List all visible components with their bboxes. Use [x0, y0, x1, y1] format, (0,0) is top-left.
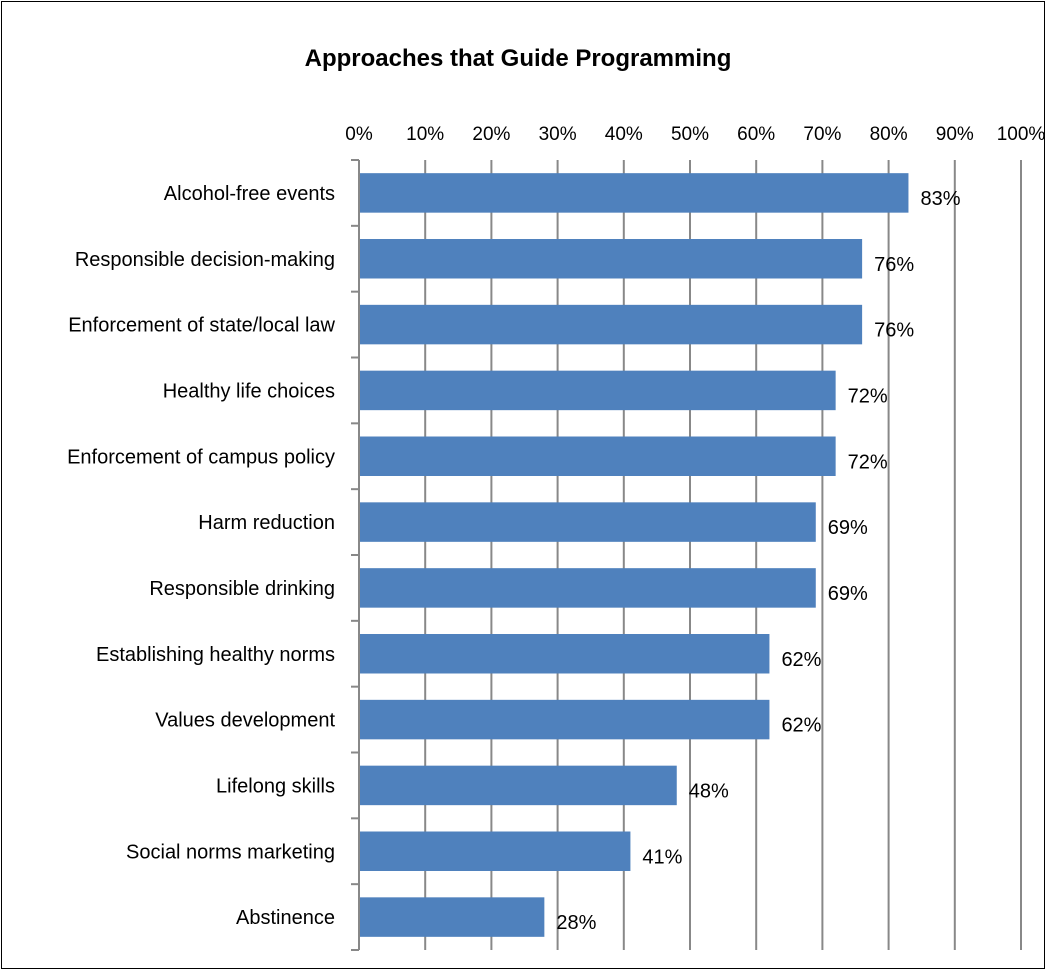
data-label: 48%: [689, 780, 729, 802]
data-label: 41%: [642, 846, 682, 868]
category-label: Social norms marketing: [126, 841, 335, 863]
data-label: 83%: [920, 188, 960, 210]
category-label: Lifelong skills: [216, 775, 335, 797]
bar: [359, 568, 816, 608]
x-tick-label: 80%: [870, 124, 908, 145]
x-tick-label: 30%: [539, 124, 577, 145]
bar: [359, 304, 863, 345]
bar: [359, 765, 677, 806]
data-label: 69%: [828, 583, 868, 605]
data-label: 28%: [556, 912, 596, 934]
bar: [359, 699, 770, 740]
data-label: 62%: [781, 715, 821, 737]
bars: [359, 173, 909, 937]
category-label: Responsible drinking: [149, 578, 335, 600]
x-tick-label: 100%: [997, 124, 1046, 145]
data-label: 69%: [828, 517, 868, 539]
data-label: 76%: [874, 254, 914, 276]
bar: [359, 370, 836, 411]
category-label: Harm reduction: [198, 512, 335, 534]
bar: [359, 239, 863, 279]
x-tick-label: 90%: [936, 124, 974, 145]
x-tick-label: 10%: [406, 124, 444, 145]
data-labels: 83% 76% 76% 72% 72% 69% 69% 62% 62% 48% 41% 28%: [556, 188, 960, 934]
category-label: Responsible decision-making: [75, 249, 335, 271]
bar: [359, 634, 770, 674]
data-label: 76%: [874, 320, 914, 342]
category-label: Establishing healthy norms: [96, 644, 335, 666]
category-label: Enforcement of state/local law: [68, 315, 335, 337]
x-tick-label: 20%: [472, 124, 510, 145]
data-label: 62%: [781, 649, 821, 671]
bar: [359, 173, 909, 213]
chart-title: Approaches that Guide Programming: [305, 45, 732, 72]
category-labels: Alcohol-free events Responsible decision-…: [67, 183, 335, 929]
data-label: 72%: [848, 385, 888, 407]
bar: [359, 831, 631, 871]
category-label: Alcohol-free events: [164, 183, 335, 205]
category-label: Abstinence: [236, 907, 335, 929]
x-tick-label: 50%: [671, 124, 709, 145]
data-label: 72%: [848, 451, 888, 473]
category-label: Enforcement of campus policy: [67, 446, 335, 468]
bar: [359, 436, 836, 476]
x-tick-label: 0%: [345, 124, 373, 145]
x-axis-ticks: 0% 10% 20% 30% 40% 50% 60% 70% 80% 90% 100%: [345, 124, 1045, 145]
y-axis: [351, 159, 360, 951]
x-tick-label: 70%: [803, 124, 841, 145]
category-label: Healthy life choices: [163, 380, 335, 402]
x-tick-label: 40%: [605, 124, 643, 145]
bar: [359, 897, 545, 937]
x-tick-label: 60%: [737, 124, 775, 145]
bar: [359, 502, 816, 542]
category-label: Values development: [155, 710, 335, 732]
